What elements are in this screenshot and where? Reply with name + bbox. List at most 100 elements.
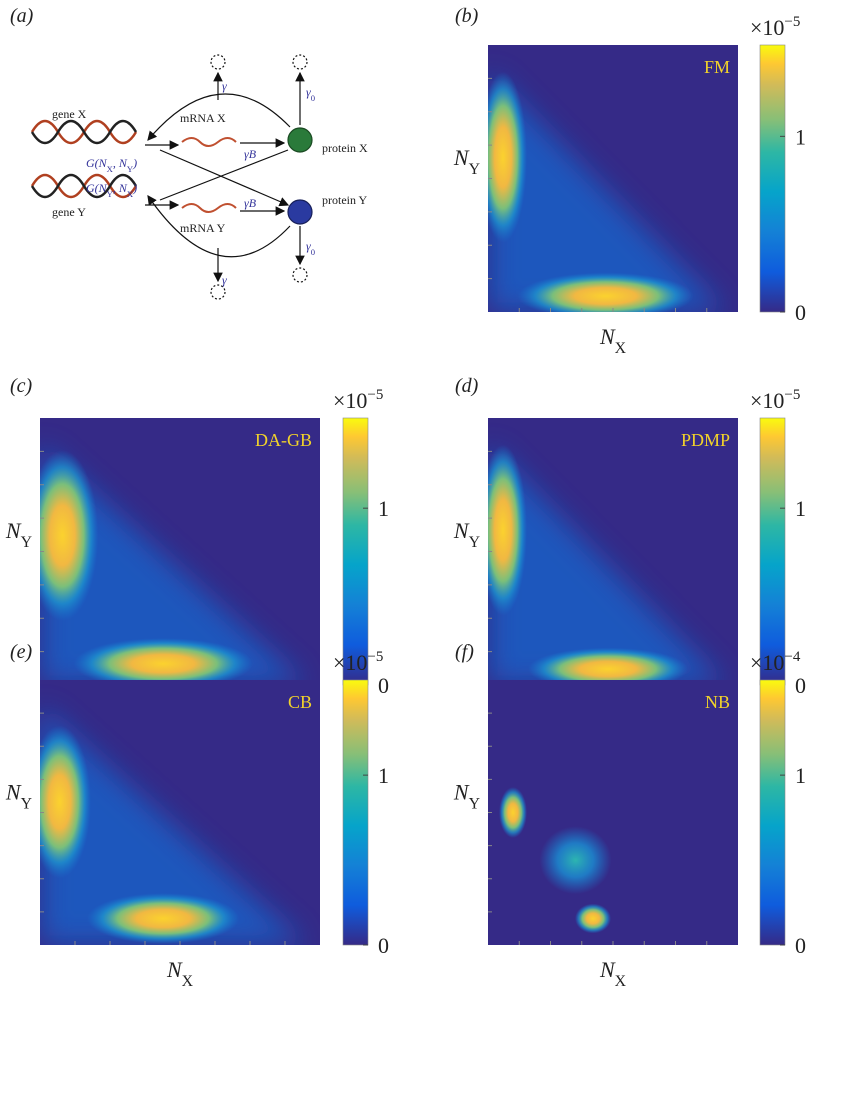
panel-label: (b) — [455, 5, 479, 27]
x-axis-label: NX — [599, 324, 627, 357]
protein-x-icon — [287, 127, 313, 153]
density-peak — [40, 450, 99, 621]
text-part: N — [453, 145, 470, 170]
density-region — [40, 444, 306, 685]
heatmap — [488, 418, 738, 685]
text-part: N — [453, 518, 470, 543]
protein-label: protein Y — [322, 193, 368, 207]
text-part: γB — [244, 147, 257, 161]
arrow — [159, 149, 290, 207]
text-part: N — [599, 324, 616, 349]
colorbar — [342, 679, 369, 946]
subscript: Y — [469, 534, 481, 551]
text-part: ) — [132, 181, 137, 195]
text-part: , N — [113, 181, 128, 195]
feedback-arrow — [147, 93, 291, 141]
colorbar — [759, 417, 786, 686]
text-part: G(N — [86, 156, 108, 170]
exponent: −5 — [784, 387, 800, 403]
model-label: CB — [288, 692, 312, 712]
colorbar-multiplier: ×10−5 — [750, 14, 800, 40]
colorbar-tick-label: 1 — [795, 496, 806, 521]
subscript: Y — [127, 164, 134, 174]
density-region — [40, 706, 306, 945]
gene-label: gene Y — [52, 205, 86, 219]
x-axis-label: NX — [166, 957, 194, 990]
subscript: X — [182, 973, 194, 990]
density-peak — [575, 903, 611, 934]
text-part: N — [5, 518, 22, 543]
colorbar — [759, 44, 786, 313]
colorbar-tick-label: 0 — [795, 300, 806, 325]
text-part: G(N — [86, 181, 108, 195]
y-axis-label: NY — [5, 518, 33, 551]
y-axis-label: NY — [453, 145, 481, 178]
text-part: γB — [244, 196, 257, 210]
degraded — [292, 267, 308, 283]
feedback-arrow — [147, 195, 291, 258]
panel-label: (a) — [10, 5, 34, 27]
multiplier: ×10 — [333, 388, 367, 413]
colorbar-multiplier: ×10−5 — [333, 387, 383, 413]
y-axis-label: NY — [453, 779, 481, 812]
colorbar — [759, 679, 786, 946]
rate-label: γ0 — [306, 239, 315, 257]
density-peak — [73, 638, 253, 685]
exponent: −5 — [367, 649, 383, 665]
mrna-label: mRNA Y — [180, 221, 226, 235]
density-peak — [488, 71, 527, 243]
subscript: Y — [469, 161, 481, 178]
colorbar-multiplier: ×10−5 — [333, 649, 383, 675]
colorbar-tick-label: 1 — [378, 763, 389, 788]
model-label: NB — [705, 692, 730, 712]
protein-label: protein X — [322, 141, 368, 155]
multiplier: ×10 — [333, 650, 367, 675]
colorbar-tick-label: 0 — [378, 673, 389, 698]
heatmap — [488, 45, 738, 312]
y-axis-label: NY — [5, 779, 33, 812]
model-label: FM — [704, 57, 730, 77]
panel-label: (e) — [10, 641, 33, 663]
mrna-label: mRNA X — [180, 111, 226, 125]
exponent: −5 — [784, 14, 800, 30]
diagram — [30, 54, 313, 300]
colorbar-tick-label: 0 — [378, 933, 389, 958]
density-peak — [499, 787, 527, 838]
text-part: γ — [222, 79, 227, 93]
colorbar-multiplier: ×10−4 — [750, 649, 801, 675]
rate-label: γ0 — [306, 85, 315, 103]
density-peak — [539, 826, 612, 895]
panel-label: (f) — [455, 641, 474, 663]
text-part: γ — [222, 273, 227, 287]
text-part: ) — [132, 156, 137, 170]
text-part: N — [5, 779, 22, 804]
text-part: γ — [306, 239, 311, 253]
text-part: γ — [306, 85, 311, 99]
multiplier: ×10 — [750, 650, 784, 675]
subscript: Y — [107, 189, 114, 199]
colorbar-tick-label: 0 — [795, 673, 806, 698]
text-part: N — [453, 779, 470, 804]
subscript: 0 — [311, 247, 315, 257]
density-peak — [87, 893, 240, 944]
panel-label: (d) — [455, 375, 479, 397]
y-axis-label: NY — [453, 518, 481, 551]
heatmap — [488, 680, 738, 945]
degraded — [292, 54, 308, 70]
subscript: Y — [469, 795, 481, 812]
subscript: 0 — [311, 93, 315, 103]
subscript: X — [615, 340, 627, 357]
density-peak — [40, 725, 91, 879]
arrow — [159, 149, 289, 201]
x-axis-label: NX — [599, 957, 627, 990]
panel-label: (c) — [10, 375, 33, 397]
exponent: −5 — [367, 387, 383, 403]
model-label: PDMP — [681, 430, 730, 450]
rate-label: γB — [244, 196, 257, 210]
density-region — [488, 71, 726, 312]
exponent: −4 — [784, 649, 800, 665]
mrna — [181, 203, 237, 213]
colorbar-tick-label: 1 — [795, 763, 806, 788]
model-label: DA-GB — [255, 430, 312, 450]
